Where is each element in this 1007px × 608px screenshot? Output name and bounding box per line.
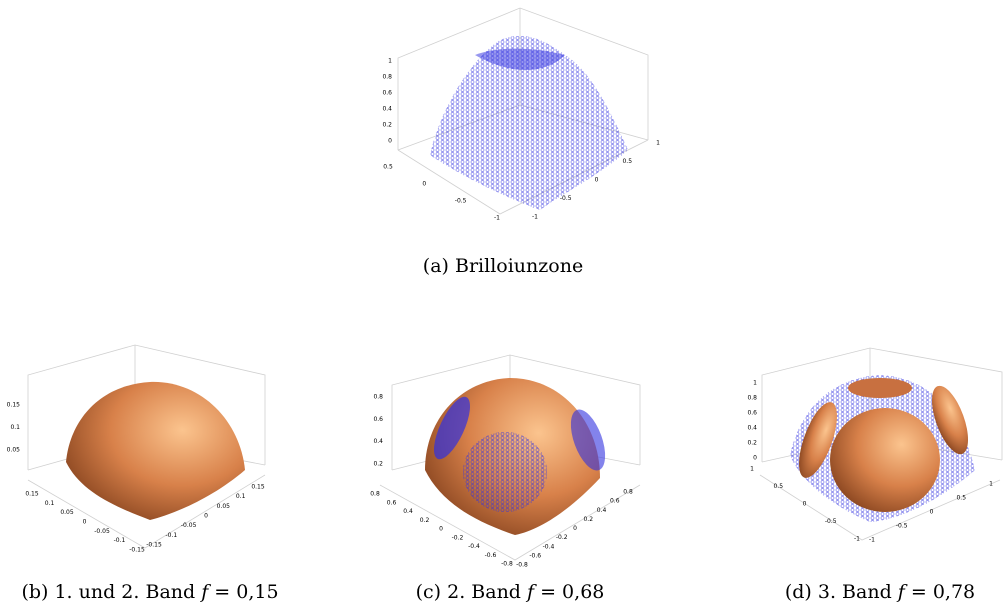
caption-caption: (d) 3. Band — [785, 581, 892, 603]
y-tick-label: 0 — [573, 525, 577, 532]
y-tick-label: 0.1 — [236, 493, 246, 500]
dense-top — [475, 48, 565, 70]
y-tick-label: -0.6 — [529, 552, 541, 559]
x-tick-label: 0.6 — [387, 499, 397, 506]
y-tick-label: 1 — [656, 140, 660, 147]
x-tick-label: 0.15 — [25, 491, 39, 498]
z-tick-label: 0.1 — [10, 424, 20, 431]
x-tick-label: -0.5 — [455, 198, 467, 205]
y-tick-label: -0.15 — [146, 542, 162, 549]
y-tick-label: 0 — [204, 513, 208, 520]
y-tick-label: -0.8 — [516, 562, 528, 569]
caption-caption: (b) 1. und 2. Band — [21, 581, 195, 603]
z-tick-label: 0.6 — [382, 90, 392, 97]
z-tick-label: 0.4 — [382, 106, 392, 113]
z-tick-label: 0.8 — [382, 74, 392, 81]
pocket — [433, 396, 471, 460]
caption: (a) Brilloiunzone — [423, 255, 583, 277]
y-tick-label: -0.05 — [181, 522, 197, 529]
z-tick-label: 1 — [388, 58, 392, 65]
y-tick-label: -0.2 — [556, 534, 568, 541]
y-tick-label: -1 — [869, 537, 875, 544]
caption: (c) 2. Band f = 0,68 — [416, 581, 605, 603]
pocket — [463, 432, 547, 512]
y-tick-label: -1 — [532, 214, 538, 221]
x-tick-label: -0.2 — [452, 534, 464, 541]
z-tick-label: 0.2 — [373, 461, 383, 468]
x-tick-label: -0.05 — [94, 528, 110, 535]
x-tick-label: -0.1 — [114, 537, 126, 544]
z-tick-label: 0.4 — [747, 425, 757, 432]
y-tick-label: -0.5 — [896, 523, 908, 530]
z-tick-label: 0.4 — [373, 438, 383, 445]
caption-equation: = 0,78 — [905, 581, 975, 603]
y-tick-label: -0.5 — [560, 195, 572, 202]
x-tick-label: 0 — [803, 501, 807, 508]
x-tick-label: 0.5 — [383, 164, 393, 171]
x-tick-label: -1 — [494, 215, 500, 222]
pocket — [799, 402, 837, 478]
pocket — [570, 409, 606, 471]
z-tick-label: 0.6 — [373, 416, 383, 423]
pocket — [931, 385, 969, 455]
y-tick-label: 0.8 — [623, 489, 633, 496]
y-tick-label: -0.1 — [165, 532, 177, 539]
y-tick-label: 0.2 — [583, 516, 593, 523]
x-tick-label: -0.5 — [825, 518, 837, 525]
z-tick-label: 0.2 — [382, 122, 392, 129]
caption-caption: (a) Brilloiunzone — [423, 255, 583, 277]
x-tick-label: 0 — [439, 526, 443, 533]
pocket — [848, 378, 912, 398]
z-tick-label: 0.6 — [747, 410, 757, 417]
pocket — [830, 408, 940, 512]
x-tick-label: 0.5 — [773, 483, 783, 490]
x-tick-label: 1 — [750, 466, 754, 473]
y-tick-label: 0.5 — [622, 158, 632, 165]
y-tick-label: 0.6 — [610, 498, 620, 505]
band-surface — [66, 381, 245, 520]
x-tick-label: 0 — [422, 181, 426, 188]
x-tick-label: -0.4 — [468, 543, 480, 550]
x-tick-label: 0.2 — [420, 517, 430, 524]
x-tick-label: 0.4 — [403, 508, 413, 515]
caption-symbol: f — [195, 581, 211, 603]
z-tick-label: 1 — [753, 380, 757, 387]
caption-equation: = 0,68 — [534, 581, 604, 603]
z-tick-label: 0 — [388, 138, 392, 145]
x-tick-label: -0.6 — [485, 552, 497, 559]
caption: (b) 1. und 2. Band f = 0,15 — [21, 581, 278, 603]
z-tick-label: 0.15 — [7, 402, 21, 409]
y-tick-label: 0.4 — [597, 507, 607, 514]
x-tick-label: 0.1 — [45, 500, 55, 507]
caption-equation: = 0,15 — [208, 581, 278, 603]
x-tick-label: 0.05 — [60, 509, 74, 516]
y-tick-label: 0.15 — [251, 484, 265, 491]
x-tick-label: -0.15 — [129, 547, 145, 554]
caption: (d) 3. Band f = 0,78 — [785, 581, 975, 603]
x-tick-label: 0.8 — [370, 491, 380, 498]
z-tick-label: 0.8 — [747, 395, 757, 402]
caption-caption: (c) 2. Band — [416, 581, 521, 603]
y-tick-label: 0.05 — [217, 503, 231, 510]
brillouin-zone — [430, 35, 628, 210]
x-tick-label: -0.8 — [501, 561, 513, 568]
y-tick-label: 0 — [595, 177, 599, 184]
y-tick-label: 1 — [989, 481, 993, 488]
x-tick-label: 0 — [83, 519, 87, 526]
z-tick-label: 0.2 — [747, 440, 757, 447]
y-tick-label: 0 — [930, 509, 934, 516]
x-tick-label: -1 — [854, 536, 860, 543]
z-tick-label: 0 — [753, 455, 757, 462]
caption-symbol: f — [892, 581, 908, 603]
z-tick-label: 0.8 — [373, 394, 383, 401]
y-tick-label: -0.4 — [543, 543, 555, 550]
y-tick-label: 0.5 — [956, 495, 966, 502]
z-tick-label: 0.05 — [7, 447, 21, 454]
caption-symbol: f — [521, 581, 537, 603]
